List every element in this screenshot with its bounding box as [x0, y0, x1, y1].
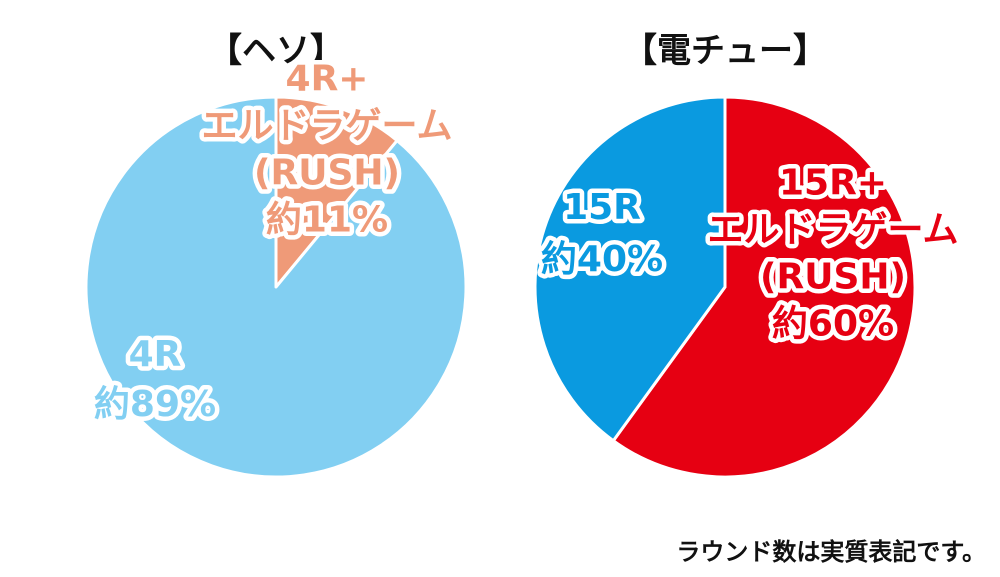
slice-label-outline: 約60%	[772, 303, 894, 344]
slice-label-outline: 15R+	[779, 162, 887, 203]
slice-label-outline: 約89%	[94, 384, 216, 425]
slice-label-outline: 4R	[129, 334, 182, 375]
slice-label-outline: 4R+	[286, 58, 369, 99]
slice-label-line: (RUSH)	[760, 256, 906, 297]
pie-chart-1: 【ヘソ】4R+4R+エルドラゲームエルドラゲーム(RUSH)(RUSH)約11%…	[84, 31, 468, 479]
pie-slice	[533, 95, 727, 443]
slice-label-line: (RUSH)	[254, 152, 400, 193]
slice-label-line: 15R+	[779, 162, 887, 203]
slice-label-line: 15R	[563, 187, 641, 228]
slice-label-outline: (RUSH)	[254, 152, 400, 193]
slice-label-line: エルドラゲーム	[202, 105, 453, 146]
slice-label-line: エルドラゲーム	[708, 209, 959, 250]
pie-slice	[274, 95, 399, 289]
slice-label-line: 約60%	[772, 303, 894, 344]
pie-slice	[84, 95, 468, 479]
slice-label-outline: エルドラゲーム	[708, 209, 959, 250]
slice-label: 15R+15R+エルドラゲームエルドラゲーム(RUSH)(RUSH)約60%約6…	[703, 158, 963, 349]
chart-title: 【ヘソ】	[208, 31, 344, 71]
chart-title: 【電チュー】	[623, 31, 827, 71]
slice-label-line: 約40%	[541, 239, 663, 280]
slice-label-line: 4R	[129, 334, 182, 375]
slice-label-outline: (RUSH)	[760, 256, 906, 297]
slice-label-line: 約11%	[266, 199, 388, 240]
slice-label-outline: 15R	[563, 187, 641, 228]
slice-label-outline: エルドラゲーム	[202, 105, 453, 146]
slice-label-line: 4R+	[286, 58, 369, 99]
pie-chart-2: 【電チュー】15R+15R+エルドラゲームエルドラゲーム(RUSH)(RUSH)…	[533, 31, 963, 479]
slice-label-outline: 約40%	[541, 239, 663, 280]
footnote: ラウンド数は実質表記です。	[676, 538, 986, 566]
slice-label-outline: 約11%	[266, 199, 388, 240]
pie-slice	[611, 95, 917, 479]
slice-label-line: 約89%	[94, 384, 216, 425]
